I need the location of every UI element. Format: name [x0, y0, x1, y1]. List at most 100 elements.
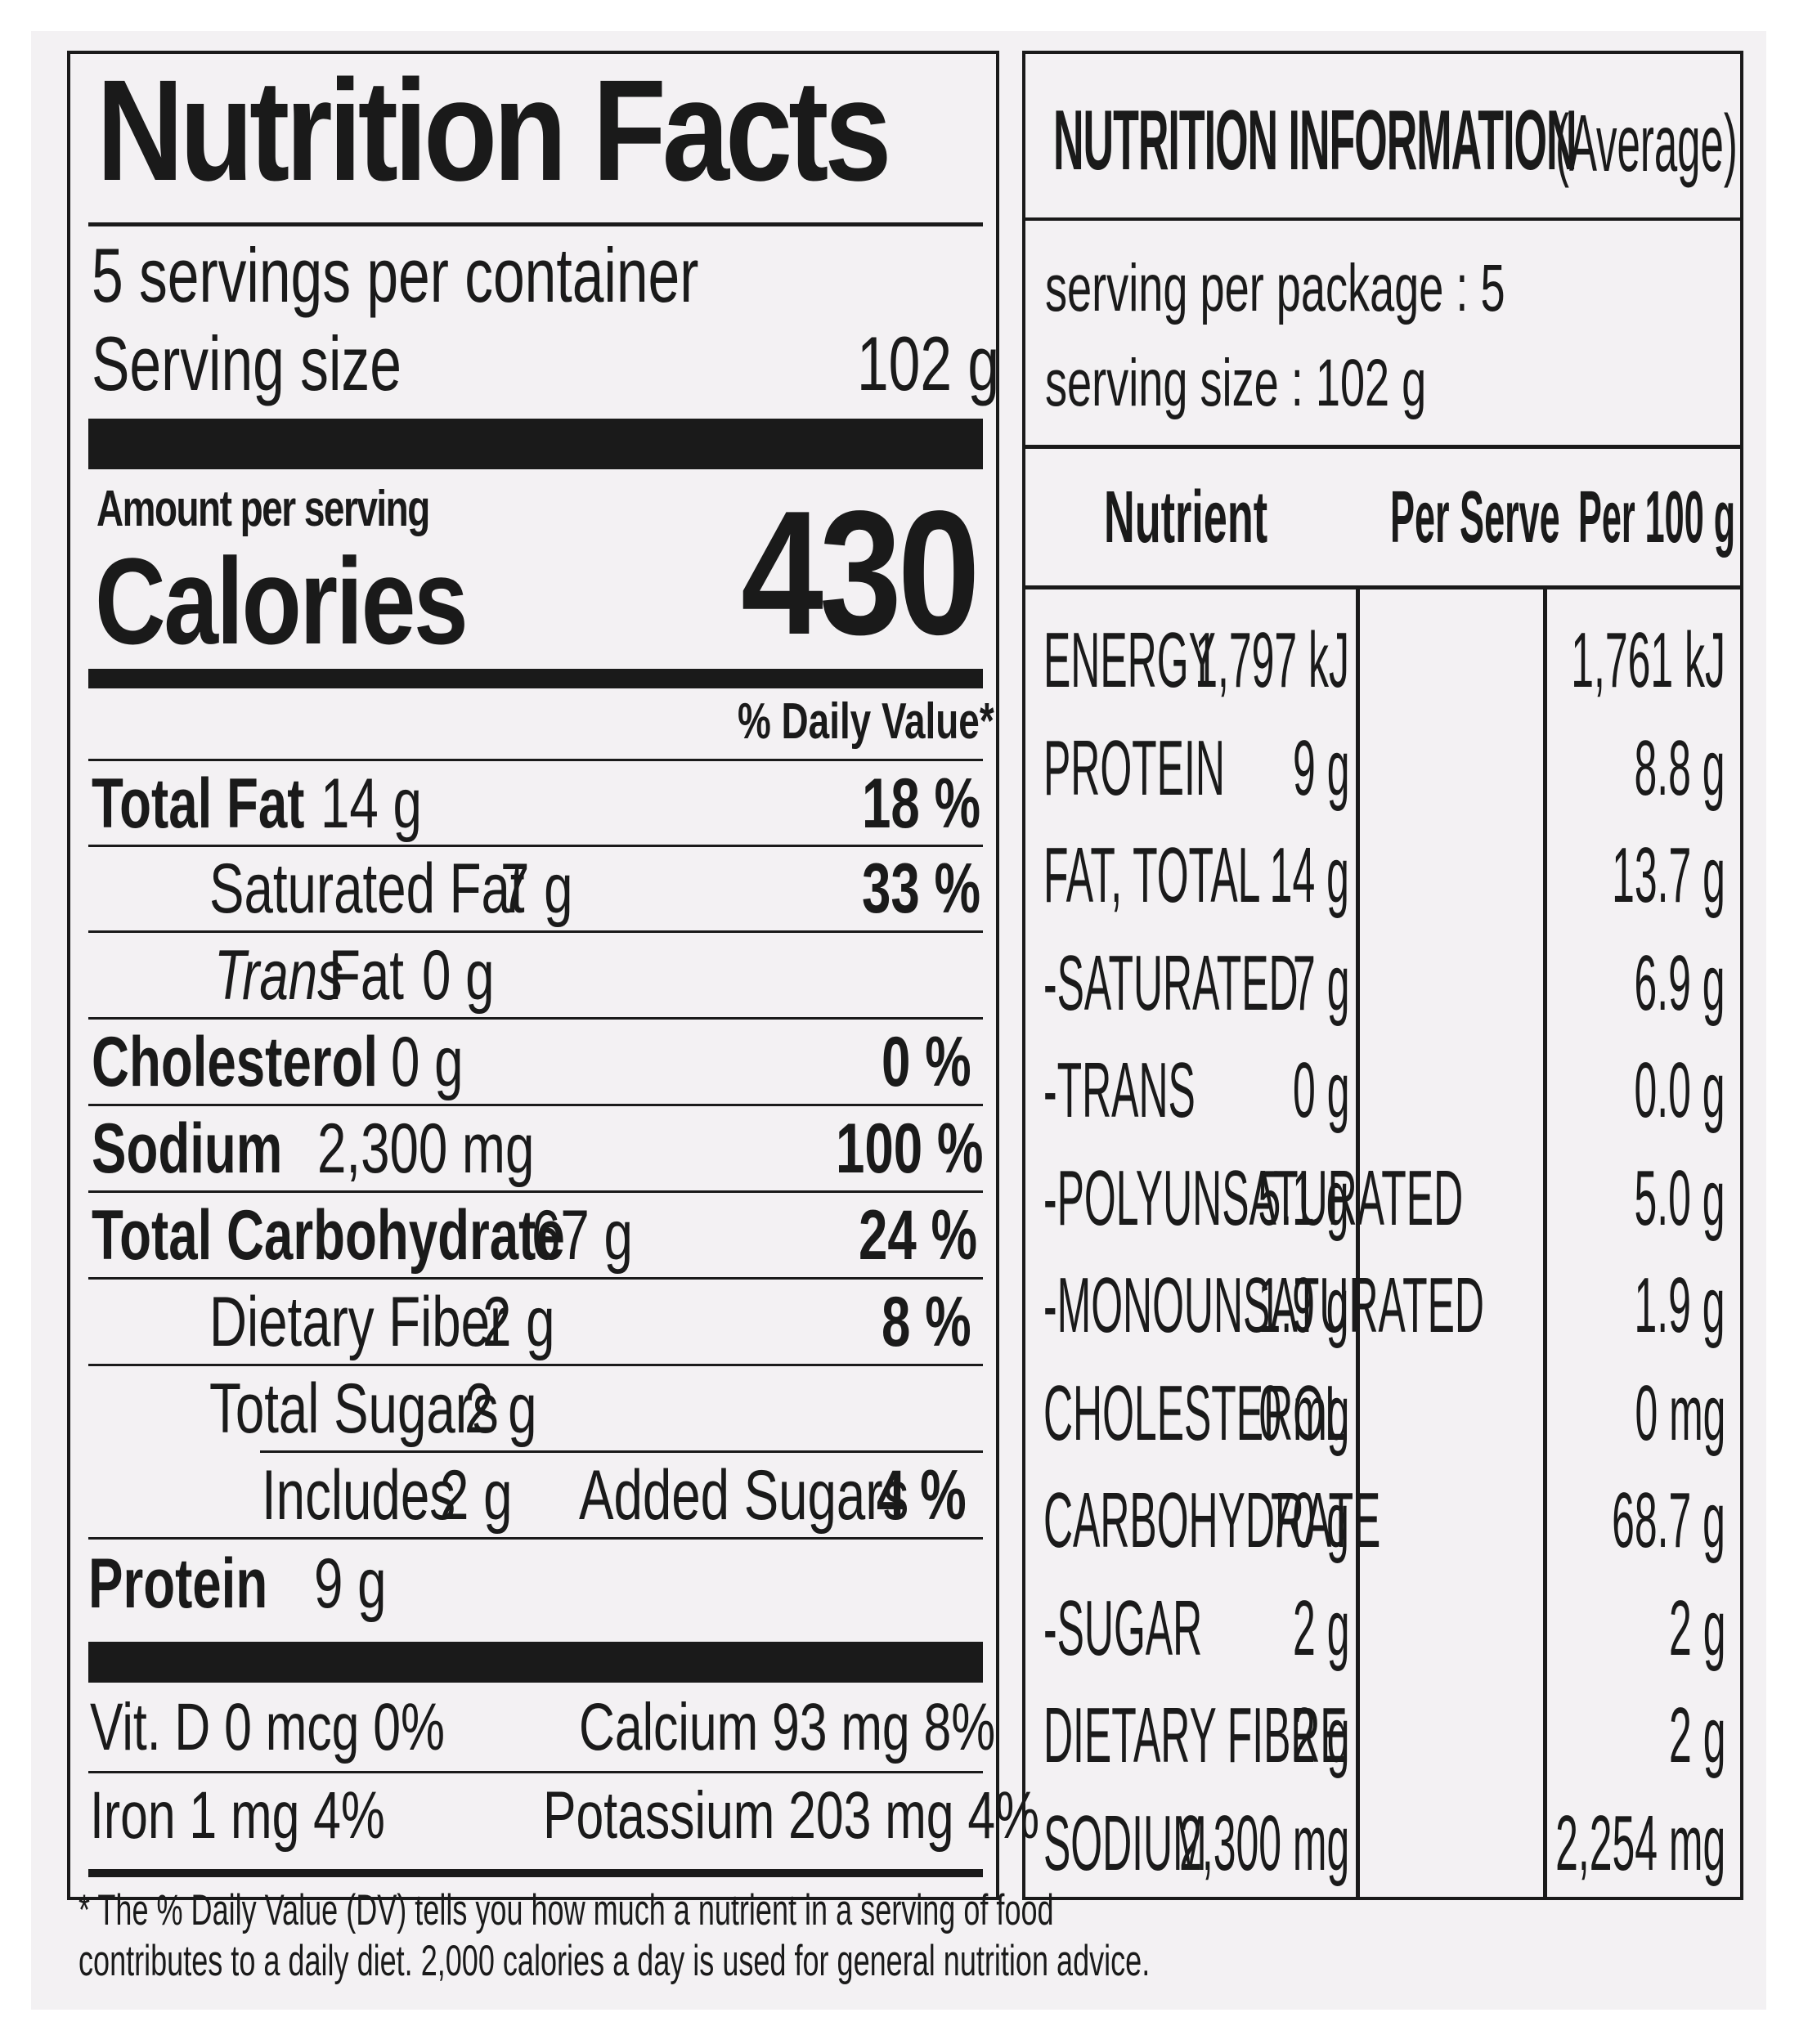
amount-per-serving: Amount per serving [96, 481, 430, 537]
ni-row-nutrient: -MONOUNSATURATED [1043, 1262, 1484, 1349]
sodium-dv: 100 % [836, 1109, 984, 1188]
thick-rule-vitamins [88, 1642, 983, 1683]
ni-serving-size: serving size : 102 g [1045, 346, 1427, 420]
footnote-line-2: contributes to a daily diet. 2,000 calor… [79, 1937, 1151, 1985]
ni-title-rule [1025, 217, 1740, 221]
ni-column-divider [1356, 585, 1360, 1897]
total-fat-label: Total Fat [92, 764, 305, 843]
cholesterol-amount: 0 g [391, 1023, 464, 1101]
total-fat-amount: 14 g [321, 764, 422, 843]
ni-row-per-100g: 0.0 g [1634, 1047, 1725, 1134]
dietary-fiber-dv: 8 % [882, 1283, 971, 1361]
total-carbohydrate-label: Total Carbohydrate [92, 1196, 565, 1275]
calcium-line: Calcium 93 mg 8% [579, 1690, 996, 1764]
row-rule [88, 1771, 983, 1773]
row-rule [88, 845, 983, 847]
added-sugars-dv: 4 % [877, 1456, 967, 1535]
row-rule [88, 1277, 983, 1280]
row-rule [88, 1017, 983, 1020]
thick-rule-top [88, 419, 983, 469]
row-rule [88, 1190, 983, 1193]
includes-label: Includes [262, 1456, 456, 1535]
ni-row-per-100g: 8.8 g [1634, 724, 1725, 812]
ni-row-per-serve: 70 g [1269, 1477, 1349, 1564]
added-sugars-label: Added Sugars [579, 1456, 909, 1535]
ni-row-per-100g: 1,761 kJ [1571, 616, 1725, 704]
ni-row-nutrient: -TRANS [1043, 1047, 1196, 1134]
ni-header-top-rule [1025, 445, 1740, 449]
ni-row-per-100g: 5.0 g [1634, 1154, 1725, 1242]
ni-row-per-serve: 2,300 mg [1178, 1800, 1349, 1887]
nutrition-information-title-suffix: (Average) [1555, 98, 1738, 188]
total-fat-dv: 18 % [862, 764, 981, 843]
ni-row-nutrient: FAT, TOTAL [1043, 831, 1261, 919]
dv-rule [88, 759, 983, 761]
trans-fat-label-italic: Trans [214, 936, 343, 1015]
ni-row-nutrient: -SATURATED [1043, 939, 1299, 1027]
ni-row-nutrient: CHOLESTEROL [1043, 1369, 1348, 1457]
servings-per-package: serving per package : 5 [1045, 251, 1505, 325]
nutrition-facts-title: Nutrition Facts [96, 51, 892, 211]
ni-row-per-serve: 1,797 kJ [1195, 616, 1349, 704]
row-rule [88, 930, 983, 933]
ni-row-nutrient: PROTEIN [1043, 724, 1225, 812]
dietary-fiber-label: Dietary Fiber [209, 1283, 508, 1361]
row-rule-indented [260, 1450, 983, 1453]
ni-row-per-100g: 68.7 g [1612, 1477, 1725, 1564]
ni-row-nutrient: SODIUM [1043, 1800, 1207, 1887]
iron-line: Iron 1 mg 4% [90, 1778, 385, 1853]
ni-row-per-serve: 5.1 g [1258, 1154, 1349, 1242]
total-sugars-amount: 2 g [464, 1369, 537, 1448]
ni-row-per-100g: 2,254 mg [1554, 1800, 1725, 1887]
header-per-100g: Per 100 g [1578, 477, 1736, 558]
calories-value: 430 [741, 473, 980, 671]
title-rule [88, 222, 983, 226]
ni-row-per-100g: 1.9 g [1634, 1262, 1725, 1349]
footnote-rule [88, 1869, 983, 1877]
trans-fat-label: Fat [329, 936, 404, 1015]
dietary-fiber-amount: 2 g [482, 1283, 555, 1361]
row-rule [88, 1104, 983, 1106]
ni-row-per-serve: 2 g [1292, 1585, 1349, 1672]
total-carbohydrate-amount: 67 g [532, 1196, 633, 1275]
added-sugars-amount: 2 g [440, 1456, 513, 1535]
cholesterol-dv: 0 % [882, 1023, 971, 1101]
serving-size-label: Serving size [92, 320, 402, 406]
ni-row-per-serve: 1.9 g [1258, 1262, 1349, 1349]
ni-row-per-100g: 2 g [1668, 1585, 1725, 1672]
daily-value-header: % Daily Value* [738, 693, 994, 750]
ni-row-nutrient: DIETARY FIBRE [1043, 1692, 1348, 1779]
nutrition-information-title: NUTRITION INFORMATION [1053, 93, 1577, 188]
row-rule [88, 1364, 983, 1366]
ni-row-per-serve: 9 g [1292, 724, 1349, 812]
ni-row-per-serve: 0 mg [1258, 1369, 1349, 1457]
potassium-line: Potassium 203 mg 4% [543, 1778, 1040, 1853]
cholesterol-label: Cholesterol [92, 1023, 379, 1101]
ni-row-per-serve: 0 g [1292, 1047, 1349, 1134]
saturated-fat-dv: 33 % [862, 849, 981, 928]
nutrition-information-panel [1022, 51, 1743, 1900]
servings-per-container: 5 servings per container [92, 232, 699, 318]
protein-label: Protein [88, 1544, 268, 1623]
trans-fat-amount: 0 g [422, 936, 495, 1015]
calories-label: Calories [95, 532, 469, 670]
serving-size-value: 102 g [857, 320, 1000, 406]
ni-row-per-100g: 13.7 g [1612, 831, 1725, 919]
ni-header-bottom-rule [1025, 585, 1740, 589]
sodium-amount: 2,300 mg [317, 1109, 535, 1188]
row-rule [88, 1537, 983, 1540]
ni-row-per-serve: 7 g [1292, 939, 1349, 1027]
sodium-label: Sodium [92, 1109, 283, 1188]
thick-rule-calories [88, 669, 983, 688]
ni-row-per-100g: 0 mg [1635, 1369, 1725, 1457]
saturated-fat-label: Saturated Fat [209, 849, 525, 928]
ni-row-per-100g: 2 g [1668, 1692, 1725, 1779]
total-carbohydrate-dv: 24 % [859, 1196, 978, 1275]
ni-column-divider [1543, 585, 1547, 1897]
protein-amount: 9 g [314, 1544, 387, 1623]
nutrition-facts-panel [67, 51, 999, 1900]
footnote-line-1: * The % Daily Value (DV) tells you how m… [79, 1886, 1054, 1934]
ni-row-nutrient: CARBOHYDRATE [1043, 1477, 1381, 1564]
saturated-fat-amount: 7 g [500, 849, 573, 928]
header-nutrient: Nutrient [1104, 477, 1268, 558]
